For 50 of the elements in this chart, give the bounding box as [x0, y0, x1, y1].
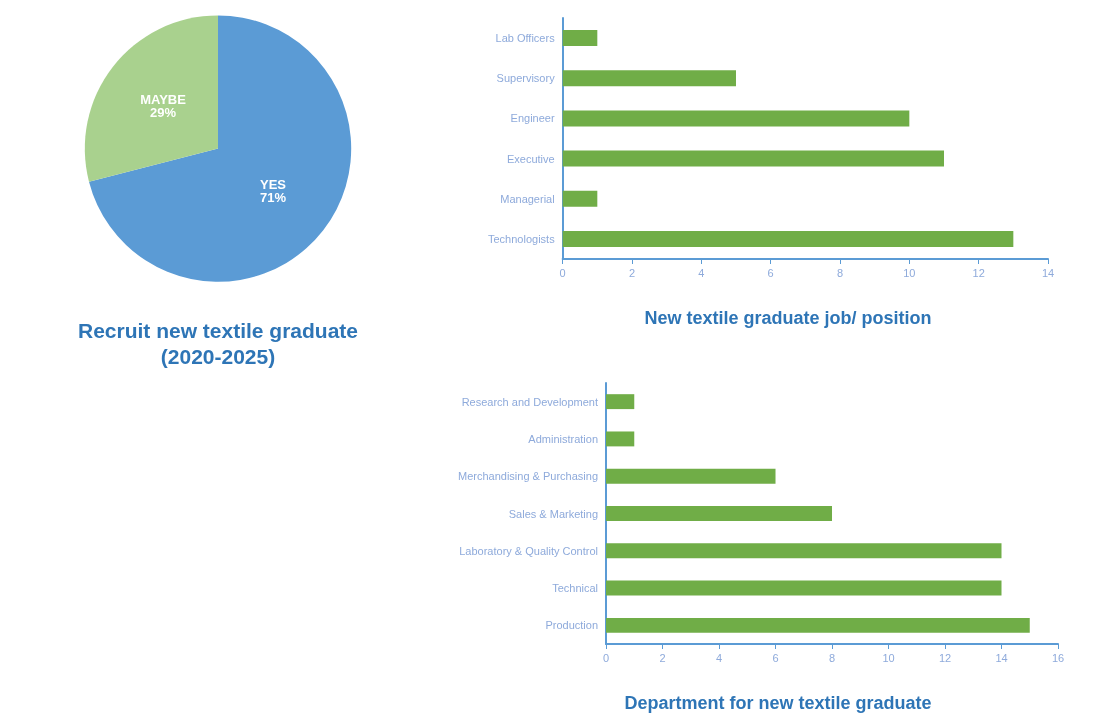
x-tick-label: 6	[767, 266, 774, 279]
bar	[606, 543, 1002, 559]
x-tick-label: 4	[698, 266, 705, 279]
x-tick-label: 8	[836, 266, 844, 279]
y-tick-label: Supervisory	[496, 72, 556, 85]
text: New textile graduate job/ position	[644, 308, 932, 328]
bar	[606, 617, 1030, 633]
data-label: 71%	[259, 190, 287, 206]
x-tick-label: 0	[559, 266, 566, 279]
y-tick-label: Lab Officers	[495, 32, 556, 45]
x-tick-label: 8	[828, 651, 836, 664]
y-tick-label: Technologists	[487, 232, 556, 245]
x-tick-label: 0	[602, 651, 610, 664]
x-tick-label: 6	[772, 651, 779, 664]
y-tick-label: Technical	[552, 582, 599, 595]
bar	[606, 431, 635, 447]
bar	[606, 506, 833, 521]
bar	[562, 230, 1014, 247]
y-tick-label: Managerial	[500, 192, 555, 205]
y-tick-label: Executive	[506, 152, 555, 165]
bar	[562, 190, 598, 207]
text: Recruit new textile graduate (2020-2025)	[77, 318, 359, 368]
text: Department for new textile graduate	[624, 693, 932, 713]
bar	[562, 30, 598, 47]
x-tick-label: 2	[659, 651, 666, 664]
x-tick-label: 4	[715, 651, 723, 664]
x-tick-label: 10	[903, 266, 916, 279]
bar	[606, 394, 635, 410]
x-tick-label: 12	[972, 266, 985, 279]
y-tick-label: Research and Development	[461, 395, 599, 408]
x-tick-label: 14	[995, 651, 1008, 664]
y-tick-label: Engineer	[510, 112, 555, 125]
x-tick-label: 14	[1041, 266, 1055, 279]
y-tick-label: Merchandising & Purchasing	[457, 470, 599, 483]
y-tick-label: Production	[545, 619, 599, 632]
y-tick-label: Laboratory & Quality Control	[459, 544, 599, 557]
x-tick-label: 16	[1051, 651, 1065, 664]
x-tick-label: 2	[628, 266, 636, 279]
slice-label: MAYBE	[140, 91, 187, 107]
bar	[562, 70, 736, 87]
bar	[606, 468, 776, 484]
bar	[562, 150, 944, 167]
x-tick-label: 10	[882, 651, 895, 664]
slice-label: YES	[259, 177, 287, 193]
bar	[562, 110, 910, 127]
bar	[606, 580, 1002, 596]
y-tick-label: Sales & Marketing	[508, 507, 599, 520]
y-tick-label: Administration	[528, 432, 599, 445]
data-label: 29%	[149, 104, 177, 120]
x-tick-label: 12	[938, 651, 952, 664]
